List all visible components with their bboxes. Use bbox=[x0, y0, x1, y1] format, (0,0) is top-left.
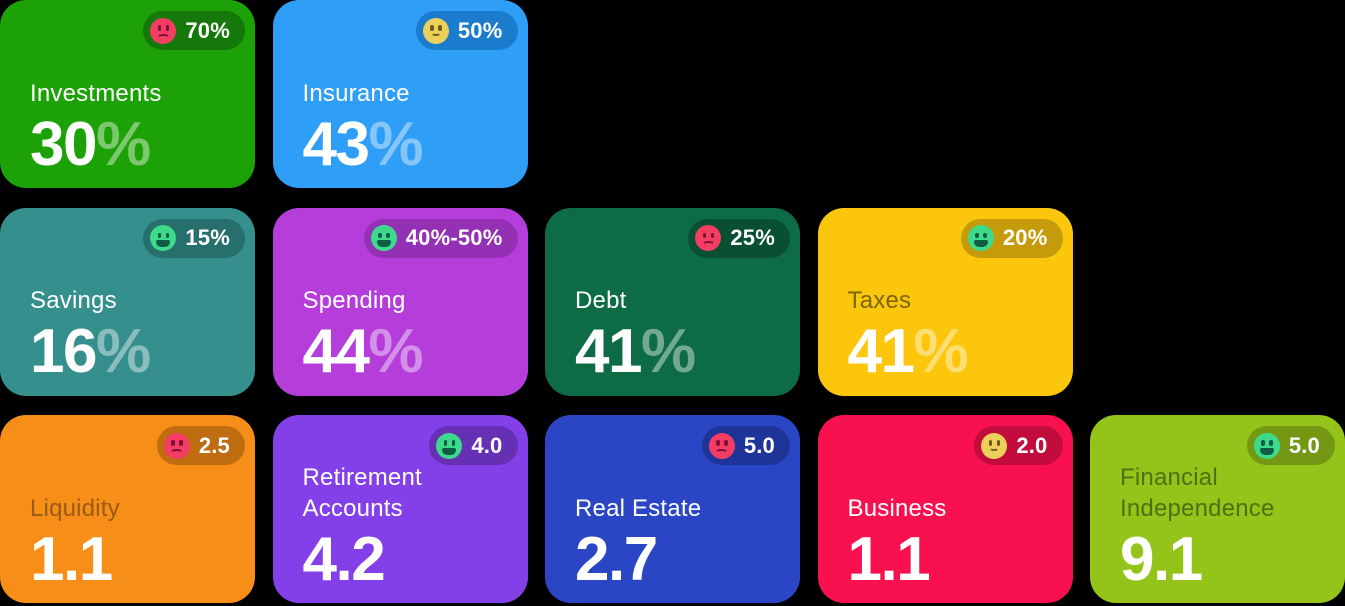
card-body: Liquidity 1.1 bbox=[30, 494, 233, 591]
card-value: 4.2 bbox=[303, 528, 506, 590]
badge-value: 70% bbox=[185, 17, 230, 43]
card-body: Taxes 41% bbox=[847, 286, 1051, 383]
card-body: Investments 30% bbox=[30, 79, 233, 176]
card-label: Retirement Accounts bbox=[302, 464, 422, 522]
target-badge: 2.0 bbox=[974, 426, 1063, 465]
card-investments[interactable]: 70% Investments 30% bbox=[0, 0, 255, 188]
card-body: Financial Independence 9.1 bbox=[1120, 463, 1323, 590]
badge-value: 50% bbox=[457, 17, 503, 43]
card-spending[interactable]: 40%-50% Spending 44% bbox=[272, 207, 528, 396]
value-number: 1.1 bbox=[847, 524, 931, 594]
badge-value: 5.0 bbox=[743, 432, 775, 458]
card-label: Debt bbox=[575, 287, 627, 314]
target-badge: 20% bbox=[960, 218, 1063, 258]
card-label: Insurance bbox=[302, 79, 410, 107]
card-value: 44% bbox=[303, 321, 506, 383]
sad-face-icon bbox=[163, 432, 190, 459]
value-suffix: % bbox=[368, 317, 423, 387]
happy-face-icon bbox=[150, 225, 177, 251]
target-badge: 40%-50% bbox=[363, 218, 518, 258]
card-label: Savings bbox=[30, 287, 117, 314]
value-number: 1.1 bbox=[30, 524, 113, 594]
value-number: 2.7 bbox=[575, 524, 658, 594]
card-value: 43% bbox=[303, 113, 506, 175]
card-liquidity[interactable]: 2.5 Liquidity 1.1 bbox=[0, 415, 255, 603]
value-number: 30 bbox=[30, 109, 97, 179]
value-suffix: % bbox=[913, 317, 968, 387]
badge-value: 25% bbox=[730, 225, 775, 250]
target-badge: 25% bbox=[688, 218, 790, 258]
card-debt[interactable]: 25% Debt 41% bbox=[545, 207, 800, 396]
badge-value: 5.0 bbox=[1288, 432, 1320, 458]
card-value: 9.1 bbox=[1120, 528, 1323, 590]
value-number: 41 bbox=[575, 317, 642, 387]
target-badge: 70% bbox=[143, 11, 245, 50]
card-body: Real Estate 2.7 bbox=[575, 494, 778, 591]
card-real-estate[interactable]: 5.0 Real Estate 2.7 bbox=[545, 415, 800, 603]
badge-value: 4.0 bbox=[471, 432, 503, 458]
card-body: Insurance 43% bbox=[302, 79, 506, 176]
happy-face-icon bbox=[370, 225, 397, 251]
value-suffix: % bbox=[368, 109, 423, 179]
card-financial-independence[interactable]: 5.0 Financial Independence 9.1 bbox=[1090, 415, 1345, 603]
card-body: Spending 44% bbox=[302, 286, 506, 383]
value-number: 16 bbox=[30, 317, 97, 387]
badge-value: 2.5 bbox=[198, 432, 230, 458]
sad-face-icon bbox=[695, 225, 722, 251]
card-label: Liquidity bbox=[30, 494, 120, 522]
value-number: 9.1 bbox=[1120, 524, 1203, 594]
target-badge: 2.5 bbox=[156, 426, 245, 465]
sad-face-icon bbox=[150, 17, 177, 44]
card-value: 41% bbox=[575, 321, 778, 383]
card-value: 16% bbox=[30, 321, 233, 383]
badge-value: 2.0 bbox=[1016, 432, 1048, 458]
value-number: 4.2 bbox=[302, 524, 386, 594]
neutral-face-icon bbox=[981, 432, 1008, 459]
card-value: 1.1 bbox=[30, 528, 233, 590]
badge-value: 40%-50% bbox=[405, 225, 503, 250]
card-value: 2.7 bbox=[575, 528, 778, 590]
value-number: 44 bbox=[302, 317, 370, 387]
card-label: Real Estate bbox=[575, 494, 702, 522]
happy-face-icon bbox=[967, 225, 994, 251]
neutral-face-icon bbox=[422, 17, 449, 44]
card-label: Investments bbox=[30, 79, 162, 107]
card-business[interactable]: 2.0 Business 1.1 bbox=[817, 415, 1073, 603]
happy-face-icon bbox=[1253, 432, 1280, 459]
card-body: Savings 16% bbox=[30, 286, 233, 383]
card-insurance[interactable]: 50% Insurance 43% bbox=[272, 0, 528, 188]
card-body: Debt 41% bbox=[575, 286, 778, 383]
card-taxes[interactable]: 20% Taxes 41% bbox=[817, 207, 1073, 396]
value-number: 43 bbox=[302, 109, 370, 179]
card-label: Spending bbox=[302, 287, 406, 314]
target-badge: 50% bbox=[415, 11, 518, 50]
card-value: 30% bbox=[30, 113, 233, 175]
card-label: Financial Independence bbox=[1120, 464, 1275, 522]
badge-value: 20% bbox=[1002, 225, 1048, 250]
badge-value: 15% bbox=[185, 225, 230, 250]
target-badge: 5.0 bbox=[1246, 426, 1335, 465]
value-suffix: % bbox=[640, 317, 696, 387]
card-label: Taxes bbox=[847, 287, 912, 314]
target-badge: 5.0 bbox=[701, 426, 790, 465]
target-badge: 4.0 bbox=[429, 426, 518, 465]
card-label: Business bbox=[847, 494, 947, 522]
card-value: 1.1 bbox=[848, 528, 1051, 590]
card-value: 41% bbox=[848, 321, 1051, 383]
card-savings[interactable]: 15% Savings 16% bbox=[0, 207, 255, 396]
value-suffix: % bbox=[95, 109, 151, 179]
card-body: Retirement Accounts 4.2 bbox=[302, 463, 506, 590]
target-badge: 15% bbox=[143, 218, 245, 258]
value-suffix: % bbox=[95, 317, 151, 387]
happy-face-icon bbox=[436, 432, 463, 459]
card-body: Business 1.1 bbox=[847, 494, 1051, 591]
value-number: 41 bbox=[847, 317, 915, 387]
card-retirement-accounts[interactable]: 4.0 Retirement Accounts 4.2 bbox=[272, 415, 528, 603]
sad-face-icon bbox=[708, 432, 735, 459]
